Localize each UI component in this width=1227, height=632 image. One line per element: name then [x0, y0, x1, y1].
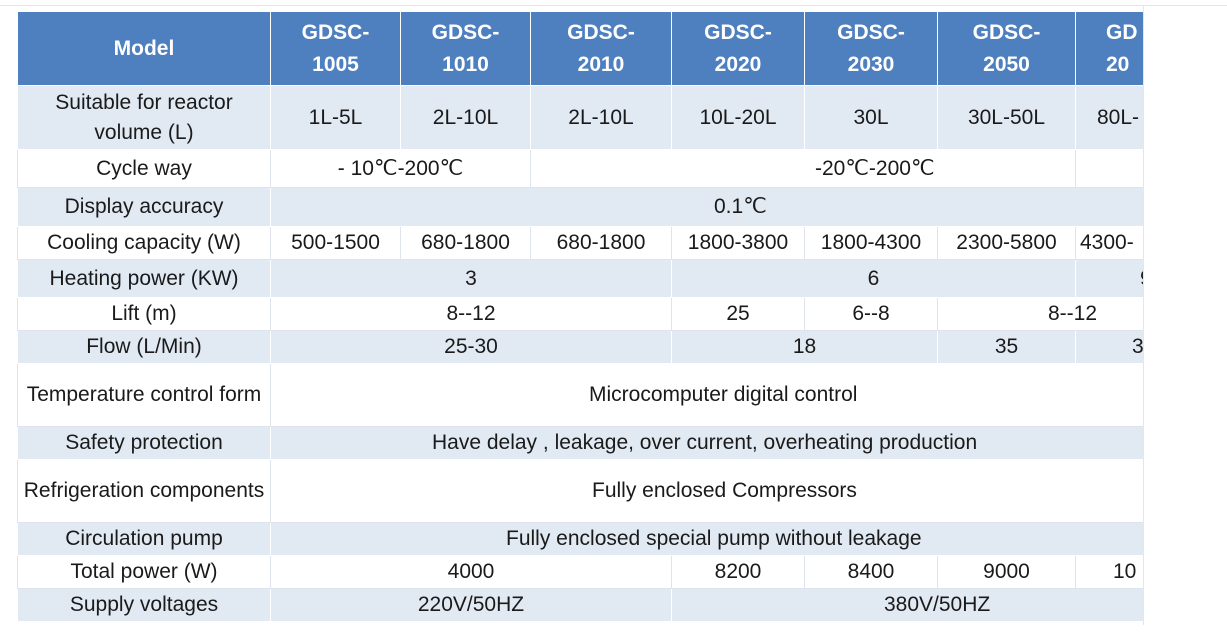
row-label: Temperature control form [17, 363, 271, 427]
table-cell: 680-1800 [400, 226, 531, 260]
table-cell: 10 [1075, 555, 1143, 589]
table-cell: 2L-10L [400, 85, 531, 150]
table-cell: Have delay , leakage, over current, over… [270, 426, 1143, 460]
model-header-cell: GDSC- 1010 [400, 11, 531, 86]
row-label: Display accuracy [17, 187, 271, 227]
model-header-cell: GD 20 [1075, 11, 1143, 86]
table-cell: 220V/50HZ [270, 588, 672, 622]
table-cell: 9 [1075, 259, 1143, 298]
table-cell: 1800-3800 [671, 226, 805, 260]
row-label: Supply voltages [17, 588, 271, 622]
table-row: Total power (W) 4000 8200 8400 9000 10 [17, 555, 1143, 589]
table-cell: 25 [671, 297, 805, 331]
table-row: Display accuracy 0.1℃ [17, 187, 1143, 227]
table-row: Cooling capacity (W) 500-1500 680-1800 6… [17, 226, 1143, 260]
table-cell: 8200 [671, 555, 805, 589]
table-cell: 25-30 [270, 330, 672, 364]
row-label: Cycle way [17, 149, 271, 188]
table-cell: Fully enclosed Compressors [270, 459, 1143, 523]
right-divider [1143, 5, 1144, 625]
row-label: Circulation pump [17, 522, 271, 556]
table-row: Heating power (KW) 3 6 9 [17, 259, 1143, 298]
row-label: Total power (W) [17, 555, 271, 589]
model-header-cell: GDSC- 2020 [671, 11, 805, 86]
table-cell: 3 [1075, 330, 1143, 364]
table-cell: 6--8 [804, 297, 938, 331]
table-cell: 380V/50HZ [671, 588, 1143, 622]
header-row: Model GDSC- 1005 GDSC- 1010 GDSC- 2010 GDSC… [17, 11, 1143, 86]
table-cell: -20℃-200℃ [530, 149, 1076, 188]
table-row: Temperature control form Microcomputer d… [17, 363, 1143, 427]
table-row: Lift (m) 8--12 25 6--8 8--12 [17, 297, 1143, 331]
spec-table-viewport[interactable]: Model GDSC- 1005 GDSC- 1010 GDSC- 2010 GDSC… [17, 11, 1143, 624]
table-cell: 6 [671, 259, 1076, 298]
model-header-cell: GDSC- 2030 [804, 11, 938, 86]
table-cell: Fully enclosed special pump without leak… [270, 522, 1143, 556]
top-divider [0, 5, 1227, 6]
model-header-cell: GDSC- 2010 [530, 11, 672, 86]
table-row: Supply voltages 220V/50HZ 380V/50HZ [17, 588, 1143, 622]
table-cell: 4300- [1075, 226, 1143, 260]
table-cell: 30L [804, 85, 938, 150]
table-cell: 80L- [1075, 85, 1143, 150]
table-cell: 2300-5800 [937, 226, 1076, 260]
table-cell: 8--12 [270, 297, 672, 331]
row-label: Flow (L/Min) [17, 330, 271, 364]
table-row: Cycle way - 10℃-200℃ -20℃-200℃ [17, 149, 1143, 188]
table-row: Circulation pump Fully enclosed special … [17, 522, 1143, 556]
table-row: Safety protection Have delay , leakage, … [17, 426, 1143, 460]
table-cell: 9000 [937, 555, 1076, 589]
table-cell: 10L-20L [671, 85, 805, 150]
table-cell: 30L-50L [937, 85, 1076, 150]
table-cell: 1L-5L [270, 85, 401, 150]
table-row: Flow (L/Min) 25-30 18 35 3 [17, 330, 1143, 364]
table-cell: 1800-4300 [804, 226, 938, 260]
row-label: Suitable for reactor volume (L) [17, 85, 271, 150]
table-cell: 18 [671, 330, 938, 364]
row-label: Heating power (KW) [17, 259, 271, 298]
spec-table: Model GDSC- 1005 GDSC- 1010 GDSC- 2010 GDSC… [17, 11, 1143, 622]
row-label: Cooling capacity (W) [17, 226, 271, 260]
table-cell: - 10℃-200℃ [270, 149, 531, 188]
model-header-label: Model [17, 11, 271, 86]
table-cell: Microcomputer digital control [270, 363, 1143, 427]
table-cell: 3 [270, 259, 672, 298]
row-label: Lift (m) [17, 297, 271, 331]
table-cell: 8400 [804, 555, 938, 589]
table-cell: 8--12 [937, 297, 1143, 331]
table-cell: 35 [937, 330, 1076, 364]
table-cell: 0.1℃ [270, 187, 1143, 227]
table-row: Suitable for reactor volume (L) 1L-5L 2L… [17, 85, 1143, 150]
table-cell: 2L-10L [530, 85, 672, 150]
model-header-cell: GDSC- 2050 [937, 11, 1076, 86]
table-cell: 4000 [270, 555, 672, 589]
table-cell: 680-1800 [530, 226, 672, 260]
model-header-cell: GDSC- 1005 [270, 11, 401, 86]
table-cell: 500-1500 [270, 226, 401, 260]
table-row: Refrigeration components Fully enclosed … [17, 459, 1143, 523]
row-label: Safety protection [17, 426, 271, 460]
table-cell [1075, 149, 1143, 188]
row-label: Refrigeration components [17, 459, 271, 523]
